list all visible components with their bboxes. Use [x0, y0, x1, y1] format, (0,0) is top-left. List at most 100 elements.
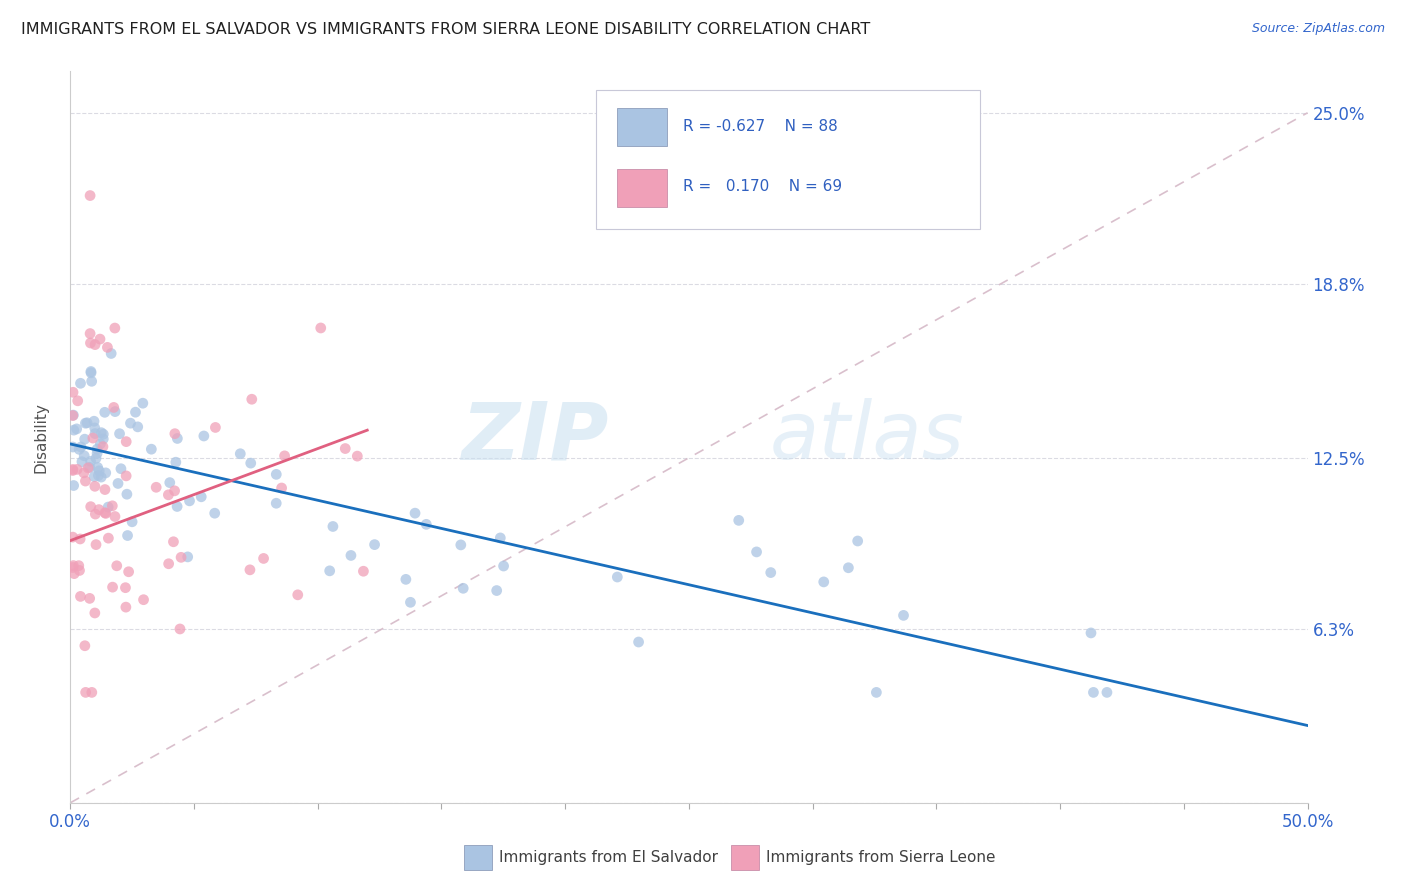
Text: IMMIGRANTS FROM EL SALVADOR VS IMMIGRANTS FROM SIERRA LEONE DISABILITY CORRELATI: IMMIGRANTS FROM EL SALVADOR VS IMMIGRANT… [21, 22, 870, 37]
Point [163, 426, 186, 441]
Point [73, 449, 96, 463]
Point [145, 480, 167, 494]
Point [86, 460, 108, 475]
Point [395, 573, 418, 587]
Point [115, 468, 138, 483]
Point [83, 606, 105, 620]
Point [273, 449, 295, 463]
Point [117, 565, 139, 579]
Point [115, 487, 138, 501]
Text: Immigrants from El Salvador: Immigrants from El Salvador [499, 850, 718, 864]
Point [91, 427, 114, 442]
Point [165, 455, 187, 469]
Point [70, 440, 93, 454]
FancyBboxPatch shape [617, 108, 666, 146]
Point [335, 442, 357, 456]
Point [363, 538, 385, 552]
Point [86, 442, 108, 456]
Point [62, 462, 84, 476]
Point [75, 685, 97, 699]
Point [239, 563, 262, 577]
Point [62, 560, 84, 574]
Point [270, 481, 292, 495]
Point [67, 442, 90, 457]
FancyBboxPatch shape [596, 89, 980, 228]
Point [69, 564, 91, 578]
Point [73, 432, 96, 446]
Point [101, 580, 124, 594]
Point [67, 558, 90, 573]
Point [309, 321, 332, 335]
Point [77, 461, 100, 475]
Point [352, 564, 374, 578]
Point [415, 517, 437, 532]
Point [846, 534, 869, 549]
Text: ZIP: ZIP [461, 398, 609, 476]
Point [492, 559, 515, 574]
Point [84, 538, 107, 552]
Point [114, 581, 136, 595]
Point [87, 468, 110, 483]
Point [94, 507, 117, 521]
Point [83, 469, 105, 483]
Point [179, 494, 201, 508]
Point [84, 507, 107, 521]
Point [240, 392, 263, 407]
Point [132, 592, 155, 607]
Point [82, 431, 104, 445]
Point [399, 595, 422, 609]
Point [86, 446, 108, 460]
Point [132, 396, 155, 410]
Point [62, 463, 84, 477]
Point [62, 478, 84, 492]
Point [73, 466, 96, 480]
Point [489, 531, 512, 545]
Point [89, 464, 111, 478]
Point [73, 639, 96, 653]
Point [97, 500, 120, 514]
Point [80, 366, 103, 380]
Point [84, 337, 107, 351]
Point [94, 506, 117, 520]
Y-axis label: Disability: Disability [34, 401, 49, 473]
Point [69, 532, 91, 546]
Point [69, 590, 91, 604]
Point [62, 409, 84, 423]
Point [141, 442, 163, 457]
Point [166, 432, 188, 446]
Point [346, 449, 368, 463]
Point [727, 513, 749, 527]
Point [79, 454, 101, 468]
Point [79, 336, 101, 351]
Point [193, 429, 215, 443]
Point [157, 488, 180, 502]
Point [120, 416, 142, 430]
Point [318, 564, 340, 578]
Point [91, 440, 114, 454]
Point [166, 500, 188, 514]
Point [94, 466, 117, 480]
Point [627, 635, 650, 649]
Point [163, 483, 186, 498]
Point [340, 549, 363, 563]
Point [104, 509, 127, 524]
Point [204, 420, 226, 434]
Point [80, 685, 103, 699]
Point [84, 426, 107, 441]
Point [1095, 685, 1118, 699]
Text: R = -0.627    N = 88: R = -0.627 N = 88 [683, 119, 838, 134]
Point [837, 560, 859, 574]
Point [62, 385, 84, 400]
Point [79, 326, 101, 341]
Point [157, 557, 180, 571]
Point [176, 549, 198, 564]
Point [121, 515, 143, 529]
Point [322, 519, 344, 533]
Point [115, 434, 138, 449]
Point [108, 426, 131, 441]
Point [62, 408, 84, 422]
Point [117, 528, 139, 542]
Point [80, 364, 103, 378]
Point [105, 558, 128, 573]
Point [62, 530, 84, 544]
